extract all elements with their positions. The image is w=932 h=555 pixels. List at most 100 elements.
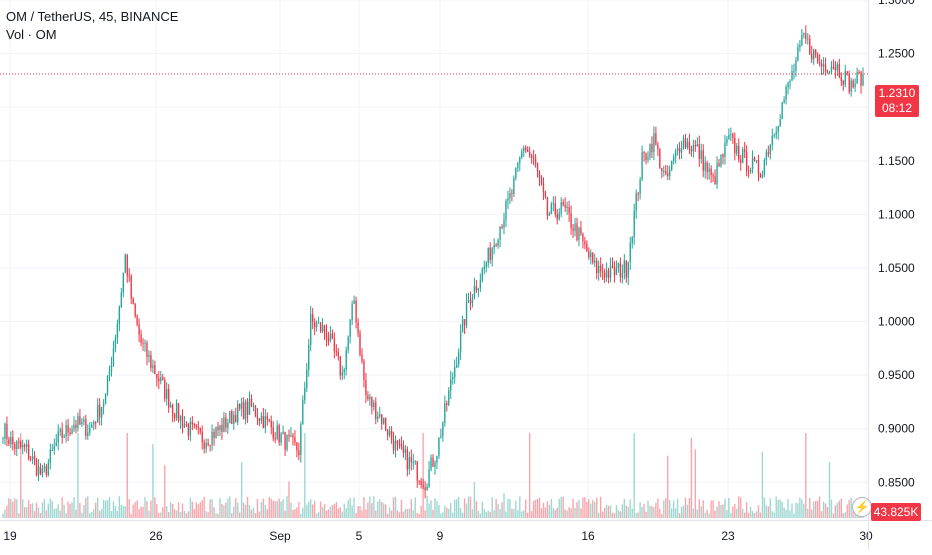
- lightning-icon[interactable]: ⚡: [852, 497, 872, 517]
- volume-bar: [408, 508, 411, 518]
- candle-body: [420, 481, 422, 486]
- volume-bar: [240, 462, 243, 518]
- candle-body: [820, 63, 823, 67]
- candle-body: [237, 404, 239, 423]
- volume-bar: [647, 500, 649, 518]
- candle-body: [655, 133, 657, 145]
- candle-body: [844, 71, 846, 85]
- candle-body: [63, 436, 65, 438]
- volume-bar: [18, 513, 20, 518]
- volume-bar: [154, 497, 156, 518]
- candle-body: [763, 160, 766, 175]
- volume-bar: [440, 513, 442, 518]
- candle-body: [231, 411, 233, 425]
- volume-bar: [696, 509, 699, 518]
- volume-bar: [169, 502, 172, 518]
- volume-bar: [341, 511, 343, 518]
- candle-body: [741, 149, 744, 163]
- candle-body: [43, 466, 46, 469]
- candle-body: [540, 177, 543, 183]
- volume-bar: [805, 433, 807, 518]
- candle-body: [240, 402, 243, 409]
- volume-bar: [343, 503, 345, 518]
- volume-bar: [67, 501, 69, 518]
- volume-bar: [333, 504, 336, 518]
- volume-bar: [454, 499, 456, 518]
- candle-body: [493, 244, 495, 249]
- candle-body: [89, 427, 91, 433]
- volume-bar: [822, 501, 825, 518]
- candle-body: [789, 80, 791, 83]
- volume-indicator-title[interactable]: Vol · OM: [6, 27, 57, 42]
- candle-body: [304, 387, 306, 400]
- candle-body: [10, 437, 12, 444]
- volume-bar: [128, 498, 130, 518]
- candle-body: [290, 435, 292, 437]
- volume-bar: [270, 498, 272, 518]
- volume-bar: [513, 508, 515, 518]
- volume-bar: [27, 500, 30, 518]
- volume-bar: [554, 509, 556, 518]
- candle-body: [828, 72, 831, 74]
- volume-bar: [596, 497, 598, 518]
- volume-bar: [450, 502, 452, 518]
- candle-body: [479, 280, 482, 289]
- candle-body: [807, 38, 809, 40]
- volume-bar: [738, 496, 740, 518]
- volume-bar: [237, 502, 239, 518]
- volume-bar: [164, 465, 166, 518]
- volume-bar: [546, 501, 549, 518]
- volume-bar: [384, 504, 387, 518]
- volume-bar: [743, 512, 746, 518]
- candle-body: [221, 425, 223, 432]
- volume-bar: [446, 507, 448, 518]
- candle-body: [783, 99, 785, 103]
- candle-body: [562, 202, 564, 205]
- volume-bar: [359, 506, 361, 518]
- volume-bar: [519, 496, 521, 518]
- volume-bar: [71, 502, 73, 518]
- volume-bar: [639, 502, 641, 518]
- candle-body: [438, 437, 440, 456]
- volume-bar: [373, 496, 375, 518]
- candle-body: [14, 444, 16, 449]
- candle-body: [647, 157, 649, 160]
- candle-body: [846, 71, 848, 74]
- volume-bar: [840, 498, 843, 518]
- candle-body: [112, 348, 115, 366]
- volume-bar: [156, 504, 158, 518]
- volume-bar: [645, 511, 647, 518]
- y-tick-label: 1.3000: [878, 0, 915, 7]
- candle-body: [440, 436, 442, 438]
- volume-bar: [308, 501, 310, 518]
- volume-bar: [406, 509, 409, 518]
- candle-body: [144, 342, 146, 344]
- volume-bar: [365, 509, 367, 518]
- candle-body: [767, 152, 770, 155]
- volume-bar: [213, 507, 215, 518]
- candle-body: [639, 179, 641, 194]
- candle-body: [134, 303, 136, 317]
- candle-body: [477, 288, 480, 291]
- y-tick-label: 1.0000: [878, 315, 915, 329]
- candle-body: [51, 449, 53, 451]
- volume-bar: [173, 508, 176, 518]
- volume-bar: [590, 503, 592, 518]
- candle-body: [816, 54, 819, 63]
- candle-body: [574, 223, 576, 231]
- candle-body: [532, 157, 535, 159]
- volume-bar: [104, 500, 107, 518]
- candle-body: [189, 421, 192, 436]
- volume-bar: [260, 502, 263, 518]
- candle-body: [83, 419, 85, 422]
- volume-bar: [434, 498, 436, 518]
- volume-bar: [607, 505, 610, 518]
- candle-body: [47, 462, 50, 475]
- symbol-title[interactable]: OM / TetherUS, 45, BINANCE: [6, 9, 179, 24]
- volume-bar: [250, 509, 253, 518]
- candle-body: [461, 319, 464, 332]
- candle-body: [436, 455, 438, 463]
- candle-body: [452, 377, 454, 380]
